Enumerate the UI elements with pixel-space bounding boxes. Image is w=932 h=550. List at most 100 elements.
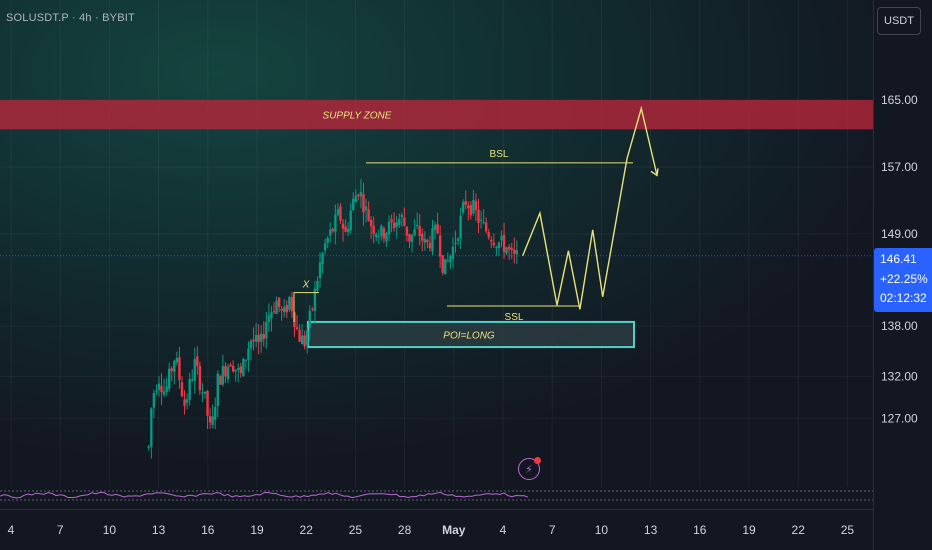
x-label: X xyxy=(302,280,310,291)
candle-body xyxy=(303,335,306,347)
candle-body xyxy=(367,209,370,221)
candle-body xyxy=(272,311,276,313)
candle-body xyxy=(239,366,242,374)
candle-body xyxy=(226,366,230,380)
candle-body xyxy=(257,334,260,342)
time-tick-label: 16 xyxy=(693,523,707,537)
candle-body xyxy=(311,308,314,310)
candle-body xyxy=(275,300,278,314)
lightning-icon[interactable]: ⚡ xyxy=(518,457,541,480)
candle-body xyxy=(313,288,317,312)
candle-body xyxy=(382,228,386,239)
time-tick-label: 10 xyxy=(595,523,609,537)
candle-body xyxy=(173,360,176,372)
candle-body xyxy=(206,391,209,416)
candle-body xyxy=(244,359,248,361)
candle-body xyxy=(502,234,506,252)
candle-body xyxy=(298,329,301,342)
candle-body xyxy=(472,199,475,214)
candle-body xyxy=(474,200,478,211)
candle-body xyxy=(507,246,511,250)
candle-body xyxy=(428,242,432,249)
candle-body xyxy=(229,364,232,367)
candle-body xyxy=(283,307,286,313)
candle-body xyxy=(152,393,156,408)
price-tick-label: 132.00 xyxy=(881,369,918,383)
candle-body xyxy=(249,340,253,349)
candle-body xyxy=(357,194,360,197)
candle-body xyxy=(444,259,447,275)
candle-body xyxy=(326,237,329,243)
poi-long-label: POI=LONG xyxy=(443,331,495,342)
candle-body xyxy=(183,399,186,406)
candle-body xyxy=(147,446,150,448)
candle-body xyxy=(285,304,288,313)
candle-body xyxy=(387,221,391,235)
candle-body xyxy=(178,357,181,380)
candle-body xyxy=(408,234,411,242)
candle-body xyxy=(188,378,191,400)
candle-body xyxy=(446,260,450,262)
candle-body xyxy=(290,297,294,312)
price-tick-label: 165.00 xyxy=(881,93,918,107)
candle-body xyxy=(196,356,199,367)
candle-body xyxy=(318,262,322,279)
time-tick-label: 4 xyxy=(500,523,507,537)
candle-body xyxy=(157,383,161,390)
candle-body xyxy=(364,206,368,211)
bsl-label: BSL xyxy=(490,149,509,160)
candles xyxy=(147,179,519,459)
currency-badge[interactable]: USDT xyxy=(877,7,921,35)
time-tick-label: 28 xyxy=(398,523,412,537)
candle-body xyxy=(306,330,309,345)
candle-body xyxy=(451,246,455,259)
candle-body xyxy=(216,373,219,406)
candle-body xyxy=(423,238,427,243)
candle-body xyxy=(398,219,401,226)
candle-body xyxy=(477,209,480,223)
candle-body xyxy=(469,205,473,216)
lightning-glyph: ⚡ xyxy=(525,463,533,476)
candle-body xyxy=(421,233,424,241)
candle-body xyxy=(413,229,416,236)
candle-body xyxy=(426,239,429,243)
ssl-label: SSL xyxy=(505,312,524,323)
candle-body xyxy=(323,243,327,251)
time-tick-label: 7 xyxy=(57,523,64,537)
time-tick-label: May xyxy=(442,523,466,537)
symbol-title[interactable]: SOLUSDT.P · 4h · BYBIT xyxy=(6,12,135,24)
candle-body xyxy=(359,191,363,197)
candle-body xyxy=(242,358,245,376)
candle-body xyxy=(288,296,291,310)
candle-body xyxy=(247,348,250,361)
candle-body xyxy=(354,195,358,203)
candle-body xyxy=(308,310,311,329)
candle-body xyxy=(375,234,378,238)
candle-countdown: 02:12:32 xyxy=(880,291,927,305)
alert-dot xyxy=(534,457,541,464)
candle-body xyxy=(170,368,173,371)
candle-body xyxy=(479,219,483,221)
candle-body xyxy=(267,315,271,322)
price-tick-label: 127.00 xyxy=(881,411,918,425)
candle-body xyxy=(513,249,516,254)
candle-body xyxy=(231,365,235,372)
candle-body xyxy=(449,255,452,263)
candle-body xyxy=(395,222,398,228)
candle-body xyxy=(203,391,207,394)
candle-body xyxy=(265,321,268,339)
candle-body xyxy=(495,246,498,249)
time-tick-label: 7 xyxy=(549,523,556,537)
time-axis-labels: 4 7 10 13 16 19 22 25 28 May 4 7 10 13 16 19 22 25 xyxy=(8,523,855,537)
time-tick-label: 25 xyxy=(841,523,855,537)
candle-body xyxy=(336,209,340,215)
candle-body xyxy=(510,247,513,251)
projection-arrowhead xyxy=(650,168,659,177)
candle-body xyxy=(175,357,179,363)
candle-body xyxy=(346,228,350,233)
candle-body xyxy=(234,369,237,372)
candle-body xyxy=(500,235,503,241)
candle-body xyxy=(418,226,421,236)
candle-body xyxy=(505,247,508,254)
